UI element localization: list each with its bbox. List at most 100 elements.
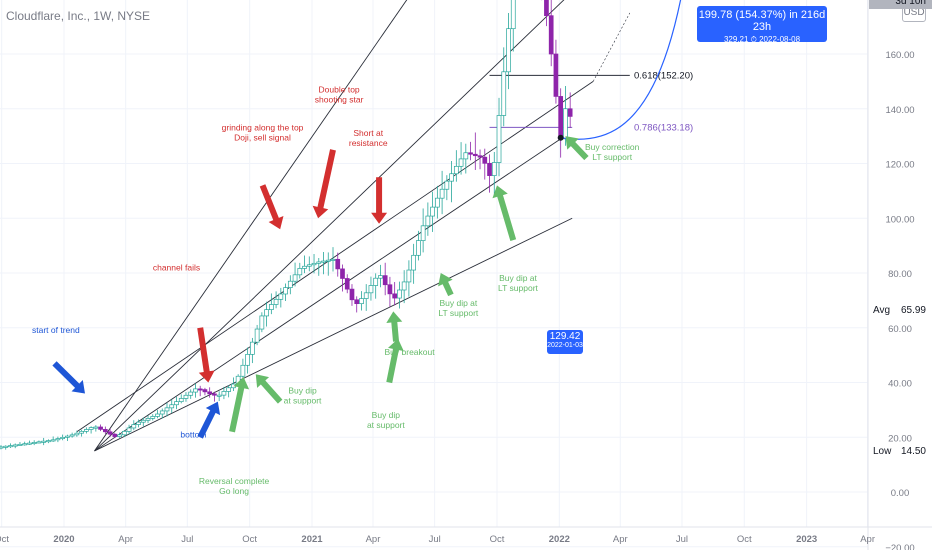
- candle: [287, 275, 293, 295]
- candle: [121, 430, 127, 438]
- annotation-text: channel fails: [153, 262, 200, 272]
- candle: [425, 202, 431, 236]
- candle: [373, 273, 379, 299]
- y-tick-label: 80.00: [888, 269, 912, 280]
- candle-body: [458, 158, 464, 167]
- candle: [359, 291, 364, 311]
- candle-body: [46, 440, 51, 443]
- candle-body: [387, 284, 393, 295]
- candle-body: [558, 96, 564, 140]
- candle-body: [411, 254, 416, 271]
- candle-body: [468, 152, 473, 155]
- projection-target: 329.21 ⏱ 2022-08-08: [723, 35, 801, 44]
- candle-body: [31, 442, 37, 445]
- candle-body: [264, 309, 269, 317]
- candle-body: [401, 281, 407, 291]
- candle-body: [212, 393, 217, 396]
- candles: [0, 0, 573, 450]
- candle-body: [349, 288, 355, 301]
- candle: [297, 262, 303, 279]
- candle: [392, 282, 398, 306]
- x-axis[interactable]: Oct 2020 Apr Jul Oct 2021 Apr Jul Oct 2022 Apr Jul O…: [0, 526, 932, 545]
- candle: [193, 383, 198, 398]
- candle: [491, 151, 497, 197]
- candle: [553, 39, 559, 104]
- candle: [311, 254, 317, 274]
- candle-body: [439, 188, 445, 199]
- candle-body: [136, 421, 141, 425]
- candle-body: [150, 416, 156, 419]
- candle: [107, 428, 113, 438]
- x-tick-label: Apr: [118, 534, 133, 545]
- candle: [397, 281, 402, 309]
- x-tick-label: Apr: [366, 534, 381, 545]
- candle: [487, 154, 492, 193]
- candle-body: [335, 258, 341, 270]
- green-arrow: [386, 311, 403, 342]
- candle: [435, 185, 440, 219]
- candle: [0, 445, 4, 450]
- candle: [439, 170, 445, 215]
- candle-body: [567, 108, 573, 117]
- candle: [36, 440, 42, 444]
- candle-body: [193, 388, 198, 393]
- candle-body: [563, 108, 568, 140]
- candle-body: [477, 155, 483, 158]
- candle-body: [406, 269, 412, 283]
- candle: [472, 132, 478, 170]
- candle: [164, 402, 170, 417]
- candle-body: [60, 436, 65, 439]
- annotation-text: Double top: [319, 84, 360, 94]
- candle: [468, 141, 473, 161]
- candle-body: [216, 394, 222, 397]
- candle-body: [226, 387, 232, 392]
- candle-body: [102, 429, 108, 433]
- y-tick-label: 60.00: [888, 324, 912, 335]
- candle-body: [510, 0, 516, 30]
- candle-body: [155, 413, 160, 417]
- x-tick-label: Oct: [0, 534, 9, 545]
- candle: [278, 287, 284, 308]
- candle: [482, 148, 488, 180]
- candle: [140, 417, 146, 427]
- blue-arrow: [52, 361, 86, 394]
- candle-body: [354, 299, 360, 305]
- candle: [340, 264, 345, 292]
- candle: [548, 0, 554, 67]
- candle-body: [221, 391, 227, 396]
- candle-body: [368, 285, 374, 294]
- candle-body: [363, 292, 369, 299]
- red-arrow: [312, 149, 336, 219]
- candle-body: [487, 162, 492, 176]
- x-tick-label: 2023: [796, 534, 817, 545]
- candle: [420, 208, 426, 253]
- candle: [406, 260, 412, 297]
- x-tick-label: Oct: [737, 534, 752, 545]
- candle: [567, 92, 573, 128]
- y-axis[interactable]: −20.00 0.00 20.00 40.00 60.00 80.00 100.00 120.…: [867, 0, 915, 550]
- candle: [41, 437, 47, 446]
- candle: [136, 419, 141, 428]
- x-tick-label: 2021: [301, 534, 323, 545]
- annotation-text: Buy dip: [372, 410, 401, 420]
- candle: [50, 436, 56, 442]
- candle: [65, 434, 70, 442]
- annotation-text: bottom: [180, 429, 206, 439]
- red-arrow: [197, 327, 215, 383]
- candle: [3, 445, 9, 450]
- trend-extension: [592, 12, 631, 82]
- candle-body: [397, 289, 402, 299]
- candle: [12, 443, 18, 449]
- low-point-price: 129.42: [549, 331, 581, 342]
- candle: [60, 434, 65, 441]
- candle: [273, 291, 279, 309]
- green-arrow: [438, 273, 454, 297]
- candle: [17, 441, 23, 446]
- candle-body: [188, 391, 194, 396]
- candle: [197, 385, 203, 397]
- candle: [102, 426, 108, 434]
- badge-value: 14.50: [900, 446, 926, 458]
- low-point-date: 2022-01-03: [547, 342, 583, 349]
- candle: [325, 252, 331, 276]
